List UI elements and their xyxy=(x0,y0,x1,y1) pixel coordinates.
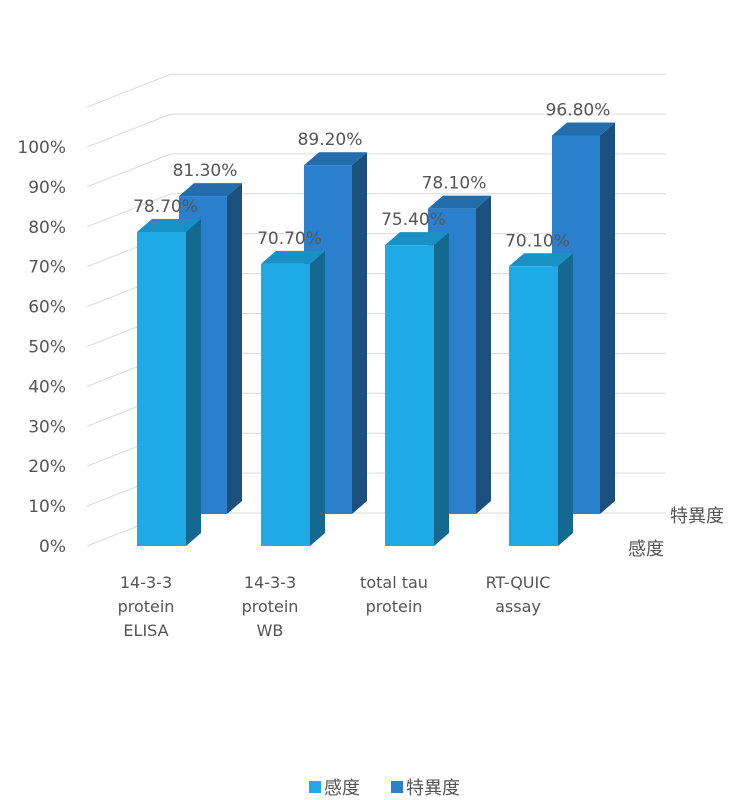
y-tick-label: 50% xyxy=(28,338,66,358)
depth-label: 感度 xyxy=(628,539,664,560)
category-label: protein xyxy=(242,597,299,616)
bar-side xyxy=(558,253,573,546)
legend-swatch xyxy=(391,781,403,793)
bar-kando xyxy=(137,218,201,546)
category-label: 14-3-3 xyxy=(244,573,296,592)
series-front xyxy=(137,218,573,547)
bar-kando xyxy=(261,250,325,547)
bar-front xyxy=(137,231,186,546)
y-tick-label: 30% xyxy=(28,417,66,437)
data-labels: 81.30% 89.20% 78.10% 96.80% 78.70% 70.70% 75.4… xyxy=(133,101,610,252)
data-label: 89.20% xyxy=(298,130,363,150)
x-axis: 14-3-3 protein ELISA 14-3-3 protein WB total t… xyxy=(118,573,551,640)
data-label: 70.70% xyxy=(257,229,322,249)
legend: 感度 特異度 xyxy=(309,778,460,799)
data-label: 75.40% xyxy=(381,210,446,230)
y-tick-label: 90% xyxy=(28,178,66,198)
bar-side xyxy=(186,218,201,546)
category-label: RT-QUIC xyxy=(486,573,551,592)
bar-side xyxy=(434,232,449,547)
bar-top xyxy=(552,122,615,136)
data-label: 96.80% xyxy=(546,101,611,121)
bar-side xyxy=(352,152,367,514)
legend-label: 感度 xyxy=(324,778,360,799)
category-label: WB xyxy=(257,621,284,640)
legend-label: 特異度 xyxy=(406,778,460,799)
category-label: protein xyxy=(118,597,175,616)
bar-top xyxy=(509,253,573,267)
y-tick-label: 0% xyxy=(39,537,66,557)
data-label: 78.10% xyxy=(422,174,487,194)
bar-side xyxy=(600,122,615,515)
bar-side xyxy=(310,250,325,547)
legend-swatch xyxy=(309,781,321,793)
y-axis: 0% 10% 20% 30% 40% 50% 60% 70% 80% 90% 100% xyxy=(17,138,66,557)
y-tick-label: 100% xyxy=(17,138,66,158)
gridline-slant xyxy=(86,73,172,108)
y-tick-label: 20% xyxy=(28,457,66,477)
data-label: 81.30% xyxy=(173,161,238,181)
bar-front xyxy=(509,266,558,546)
bar-side xyxy=(476,195,491,514)
bar-top xyxy=(385,232,449,246)
bar-top xyxy=(304,152,367,166)
y-tick-label: 40% xyxy=(28,377,66,397)
category-label: ELISA xyxy=(123,621,168,640)
y-tick-label: 80% xyxy=(28,218,66,238)
y-tick-label: 10% xyxy=(28,497,66,517)
bar-top xyxy=(137,218,201,232)
bar-kando xyxy=(385,232,449,547)
y-tick-label: 70% xyxy=(28,258,66,278)
category-label: 14-3-3 xyxy=(120,573,172,592)
category-label: protein xyxy=(366,597,423,616)
gridline-slant xyxy=(86,153,172,188)
category-label: assay xyxy=(495,597,541,616)
category-label: total tau xyxy=(360,573,428,592)
depth-label: 特異度 xyxy=(670,506,724,527)
bar-kando xyxy=(509,253,573,546)
bar-front xyxy=(385,245,434,547)
bar-top xyxy=(261,250,325,264)
bar-front xyxy=(261,263,310,546)
bar-top xyxy=(179,183,242,197)
bar-top xyxy=(428,195,491,209)
data-label: 78.70% xyxy=(133,197,198,217)
gridline-slant xyxy=(86,193,172,228)
y-tick-label: 60% xyxy=(28,298,66,318)
gridline-slant xyxy=(86,113,172,148)
bar-side xyxy=(227,183,242,514)
data-label: 70.10% xyxy=(505,231,570,251)
